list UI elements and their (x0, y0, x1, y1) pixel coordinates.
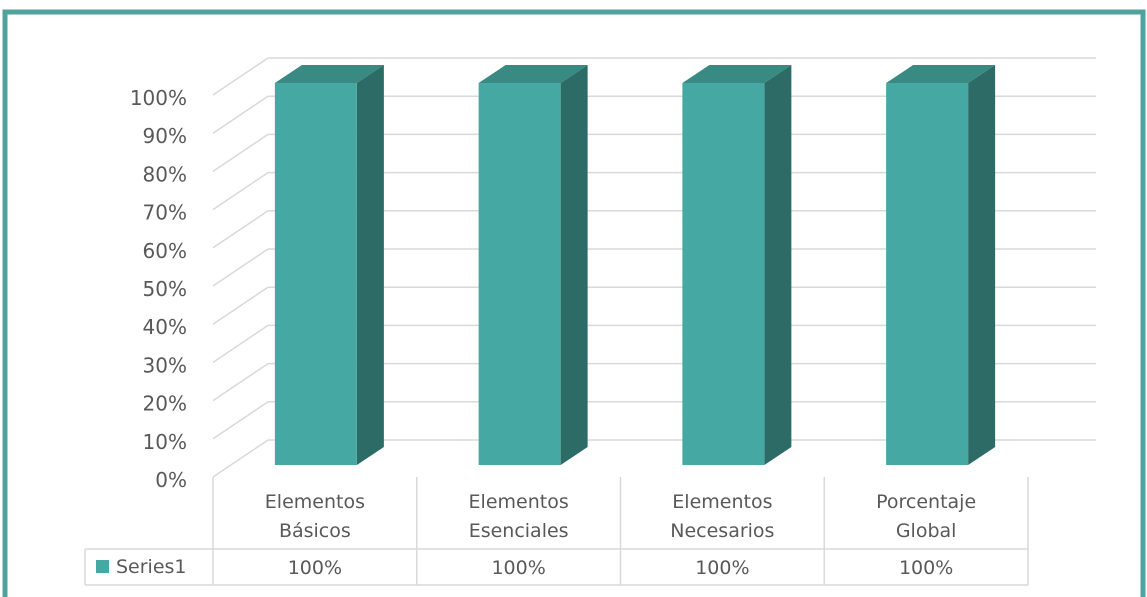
bar-front (478, 83, 561, 465)
bar-top (478, 65, 588, 83)
data-label: 100% (899, 557, 953, 579)
y-tick-label: 50% (143, 277, 187, 301)
bar-front (886, 83, 969, 465)
category-label: Porcentaje Global (876, 491, 976, 542)
bar-top (886, 65, 996, 83)
bars (274, 65, 996, 465)
bar-side (764, 65, 792, 465)
y-tick-label: 70% (143, 201, 187, 225)
gridline-diagonal (212, 439, 269, 478)
data-label: 100% (491, 557, 545, 579)
bar-top (682, 65, 792, 83)
category-label: Elementos Esenciales (469, 491, 569, 542)
bar (274, 65, 384, 465)
gridline-diagonal (212, 362, 269, 402)
bar (478, 65, 588, 465)
data-label: 100% (288, 557, 342, 579)
gridline-diagonal (212, 401, 269, 440)
gridline-diagonal (212, 248, 269, 287)
y-tick-label: 40% (143, 315, 187, 339)
y-tick-label: 10% (143, 430, 187, 454)
bar-side (356, 65, 384, 465)
bar-front (682, 83, 765, 465)
data-label: 100% (695, 557, 749, 579)
bar-side (968, 65, 996, 465)
gridline-diagonal (212, 286, 269, 325)
bar (886, 65, 996, 465)
gridline-diagonal (212, 210, 269, 249)
category-label: Elementos Básicos (265, 491, 365, 542)
bar (682, 65, 792, 465)
series-name: Series1 (116, 556, 187, 578)
bar-side (560, 65, 588, 465)
y-tick-label: 0% (155, 468, 187, 492)
y-tick-label: 20% (143, 392, 187, 416)
y-axis-ticks: 0% 10% 20% 30% 40% 50% 60% 70% 80% 90% 100% (130, 86, 187, 492)
legend-key (96, 560, 109, 573)
y-tick-label: 90% (143, 124, 187, 148)
bar-front (274, 83, 357, 465)
y-tick-label: 60% (143, 239, 187, 263)
chart-border (2, 9, 1146, 597)
y-tick-label: 100% (130, 86, 187, 110)
y-tick-label: 80% (143, 162, 187, 186)
y-tick-label: 30% (143, 353, 187, 377)
gridline-diagonal (212, 133, 269, 173)
gridline-diagonal (212, 171, 269, 211)
data-table: Elementos Básicos Elementos Esenciales Eleme… (84, 477, 1029, 586)
gridline-diagonal (212, 324, 269, 364)
bar-top (274, 65, 384, 83)
gridline-diagonal (212, 95, 269, 134)
category-label: Elementos Necesarios (670, 491, 774, 542)
gridline-diagonal (212, 57, 269, 96)
